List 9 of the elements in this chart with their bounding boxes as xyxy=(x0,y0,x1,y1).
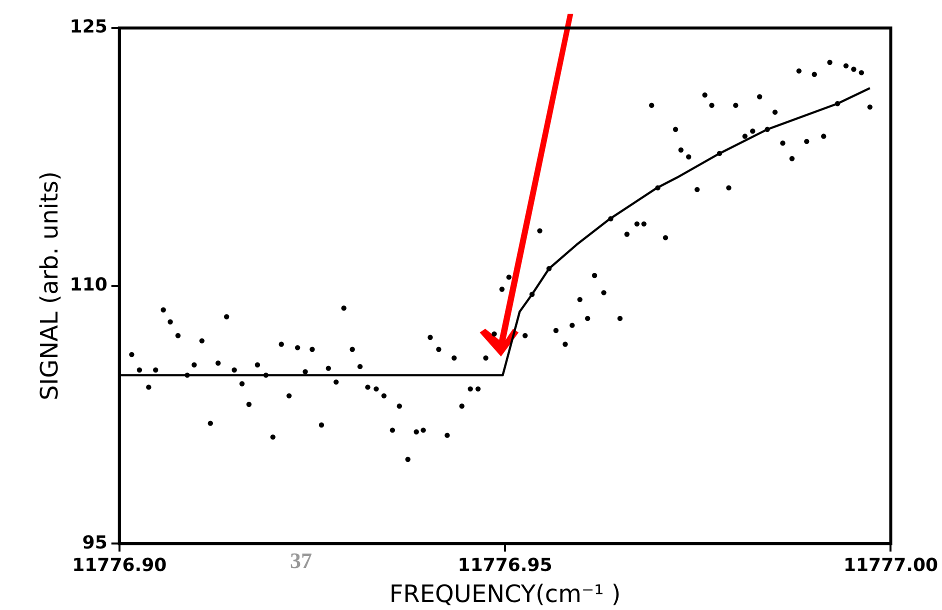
y-axis-title: SIGNAL (arb. units) xyxy=(36,171,64,400)
y-tick-label: 110 xyxy=(70,274,108,296)
text: 37 xyxy=(290,548,312,574)
y-tick-label: 125 xyxy=(70,16,108,38)
x-tick-label: 11777.00 xyxy=(843,555,938,576)
x-tick-label: 11776.95 xyxy=(458,555,552,576)
y-tick-label: 95 xyxy=(82,532,108,554)
x-axis-title: FREQUENCY(cm⁻¹ ) xyxy=(389,580,621,608)
x-tick-label: 11776.90 xyxy=(72,555,167,576)
